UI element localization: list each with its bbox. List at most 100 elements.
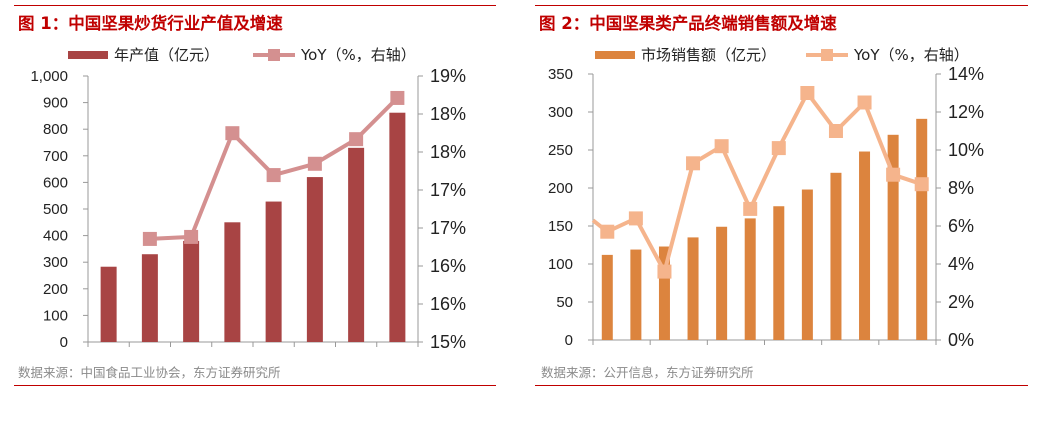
yoy-marker <box>686 156 701 171</box>
right-y-tick-label: 12% <box>948 102 984 122</box>
bar <box>716 226 728 340</box>
chart-2: 0 50 100 150 200 250 300 350 0% 2% 4% 6% 8% 10% 12% 14%… <box>548 64 984 366</box>
left-y-tick-label: 250 <box>548 142 573 159</box>
yoy-marker <box>225 126 240 141</box>
left-y-tick-label: 600 <box>43 174 68 191</box>
right-y-tick-label: 10% <box>948 140 984 160</box>
left-y-tick-label: 100 <box>43 307 68 324</box>
source-note: 数据来源：中国食品工业协会，东方证券研究所 <box>18 365 281 380</box>
left-y-tick-label: 400 <box>43 228 68 245</box>
bar <box>630 249 642 340</box>
bar <box>224 222 241 342</box>
x-tick-label: 2007 <box>576 349 609 366</box>
right-y-tick-label: 6% <box>948 216 974 236</box>
yoy-marker <box>628 211 643 226</box>
legend-label-line: YoY（%，右轴） <box>301 46 416 64</box>
x-tick-label: 2015 <box>805 349 838 366</box>
right-y-tick-label: 19% <box>430 66 466 86</box>
legend-line-swatch <box>806 48 849 61</box>
bar <box>100 266 117 342</box>
left-y-tick-label: 300 <box>548 104 573 121</box>
legend-bar-swatch <box>595 50 635 59</box>
bar <box>658 246 670 340</box>
right-y-tick-label: 16% <box>430 256 466 276</box>
bottom-divider <box>14 385 496 386</box>
right-y-tick-label: 18% <box>430 142 466 162</box>
left-y-tick-label: 800 <box>43 121 68 138</box>
right-y-tick-label: 4% <box>948 254 974 274</box>
right-y-tick-label: 14% <box>948 64 984 84</box>
yoy-marker <box>857 95 872 110</box>
legend-label-line: YoY（%，右轴） <box>854 46 969 64</box>
chart-panel-1: 图 1：中国坚果炒货行业产值及增速 年产值（亿元） YoY（%，右轴） 数据来源… <box>14 0 496 400</box>
bar <box>348 147 365 342</box>
bar <box>859 151 871 340</box>
right-y-tick-label: 8% <box>948 178 974 198</box>
left-y-tick-label: 200 <box>43 281 68 298</box>
bar <box>744 218 756 340</box>
source-note: 数据来源：公开信息，东方证券研究所 <box>541 365 754 380</box>
bar <box>801 189 813 340</box>
bar <box>916 118 928 340</box>
chart-title: 图 1：中国坚果炒货行业产值及增速 <box>18 14 283 33</box>
legend-label-bar: 市场销售额（亿元） <box>641 46 777 64</box>
right-y-tick-label: 18% <box>430 104 466 124</box>
left-y-tick-label: 500 <box>43 201 68 218</box>
yoy-marker <box>914 177 929 192</box>
right-y-tick-label: 17% <box>430 218 466 238</box>
right-y-tick-label: 2% <box>948 292 974 312</box>
left-y-tick-label: 50 <box>556 294 573 311</box>
yoy-marker <box>184 229 199 244</box>
right-y-tick-label: 16% <box>430 294 466 314</box>
yoy-marker <box>771 141 786 156</box>
x-tick-label: 2013 <box>748 349 781 366</box>
bar <box>306 177 323 342</box>
left-y-tick-label: 300 <box>43 254 68 271</box>
bar <box>601 254 613 340</box>
yoy-marker <box>600 224 615 239</box>
bar <box>830 172 842 340</box>
bar <box>141 254 158 342</box>
right-y-tick-label: 17% <box>430 180 466 200</box>
right-y-tick-label: 15% <box>430 332 466 352</box>
left-y-tick-label: 1,000 <box>30 68 68 85</box>
top-divider <box>14 5 496 6</box>
yoy-marker <box>886 167 901 182</box>
bar <box>687 237 699 340</box>
chart-1: 0 100 200 300 400 500 600 700 800 900 1,000 15% 16% 1… <box>30 66 466 352</box>
yoy-marker <box>657 264 672 279</box>
legend-line-swatch <box>253 48 296 61</box>
top-divider <box>535 5 1028 6</box>
yoy-marker <box>142 231 157 246</box>
x-tick-label: 2009 <box>633 349 666 366</box>
yoy-marker <box>714 139 729 154</box>
legend-label-bar: 年产值（亿元） <box>114 46 220 64</box>
bottom-divider <box>535 385 1028 386</box>
yoy-line <box>606 91 923 274</box>
bar <box>265 201 282 342</box>
left-y-tick-label: 700 <box>43 148 68 165</box>
bar <box>183 240 200 342</box>
right-y-tick-label: 0% <box>948 330 974 350</box>
left-y-tick-label: 0 <box>565 332 573 349</box>
left-y-tick-label: 0 <box>60 334 68 351</box>
bar <box>389 112 406 342</box>
yoy-marker <box>266 168 281 183</box>
legend: 市场销售额（亿元） YoY（%，右轴） <box>595 44 969 65</box>
x-tick-label: 2017 <box>862 349 895 366</box>
left-y-tick-label: 100 <box>548 256 573 273</box>
left-y-tick-label: 900 <box>43 95 68 112</box>
x-tick-label: 2011 <box>691 349 723 366</box>
legend: 年产值（亿元） YoY（%，右轴） <box>68 44 416 65</box>
yoy-marker <box>828 124 843 138</box>
bar <box>887 134 899 340</box>
yoy-marker <box>800 86 815 100</box>
left-y-tick-label: 350 <box>548 66 573 83</box>
yoy-marker <box>743 201 758 216</box>
left-y-tick-label: 200 <box>548 180 573 197</box>
legend-bar-swatch <box>68 50 108 59</box>
yoy-marker <box>349 132 364 147</box>
chart-panel-2: 图 2：中国坚果类产品终端销售额及增速 市场销售额（亿元） YoY（%，右轴） … <box>535 0 1028 400</box>
chart-title: 图 2：中国坚果类产品终端销售额及增速 <box>539 14 837 33</box>
